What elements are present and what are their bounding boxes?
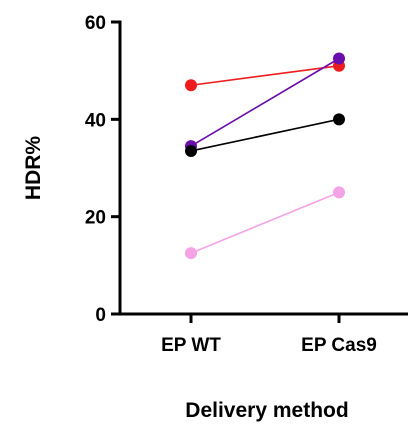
series-line [190, 118, 340, 152]
axes: 0 20 40 60 EP WT EP Cas9 [85, 13, 408, 356]
y-tick-label: 20 [85, 208, 106, 229]
series-line [190, 65, 340, 87]
data-point [333, 52, 345, 65]
x-axis-title: Delivery method [185, 399, 348, 422]
y-axis-title: HDR% [22, 136, 45, 200]
series-2 [185, 113, 345, 157]
x-tick-label: EP WT [161, 335, 221, 356]
series-3 [185, 186, 345, 260]
series-0 [185, 59, 345, 92]
series-line [190, 57, 340, 147]
series-layer [185, 52, 345, 260]
x-tick-label: EP Cas9 [301, 335, 377, 356]
data-point [185, 144, 197, 157]
y-tick-label: 60 [85, 13, 106, 34]
data-point [333, 113, 345, 126]
data-point [333, 186, 345, 199]
series-line [190, 191, 340, 254]
y-tick-label: 0 [95, 305, 106, 326]
y-tick-label: 40 [85, 110, 106, 131]
data-point [185, 79, 197, 92]
data-point [185, 247, 197, 260]
series-1 [185, 52, 345, 153]
